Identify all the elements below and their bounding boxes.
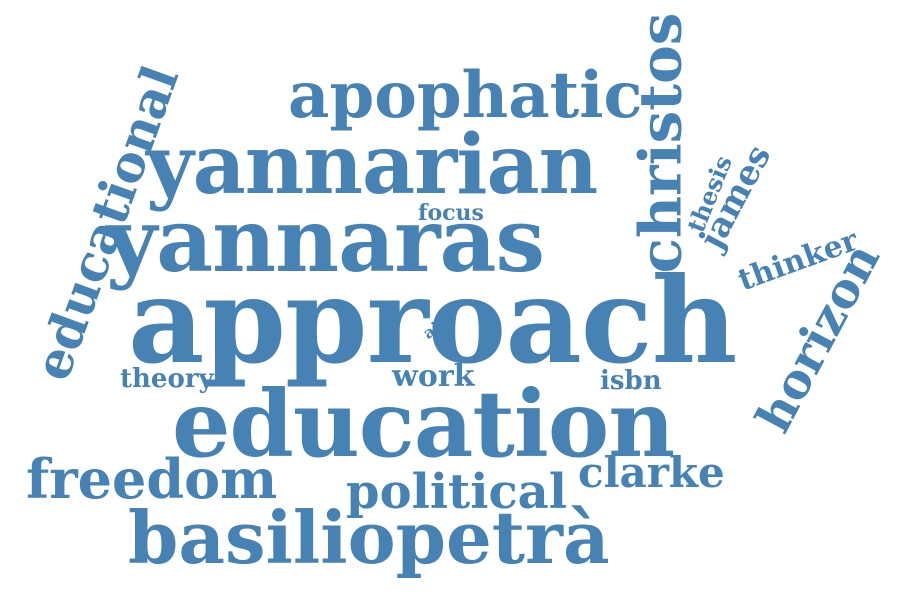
word-isbn: isbn [600,366,662,396]
word-freedom: freedom [26,447,278,511]
word-approach: approach [128,251,737,390]
word-focus: focus [418,200,484,226]
word-work: work [392,359,475,394]
word-theory: theory [120,364,214,394]
word-political: political [346,464,568,520]
word-christos: christos [626,12,695,274]
word-clarke: clarke [578,448,725,497]
word-basiliopetra: basiliopetrà [128,495,610,580]
word-apophatic: apophatic [288,58,643,133]
word-education: education [172,370,675,478]
word-yannaras: yannaras [106,188,545,292]
word-yannarian: yannarian [146,117,598,213]
